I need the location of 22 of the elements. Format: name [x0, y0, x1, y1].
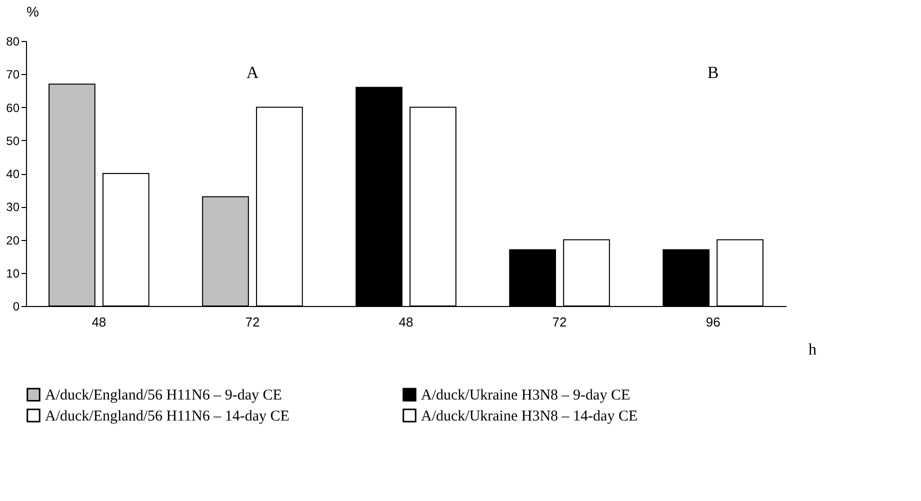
x-axis-title: h	[808, 342, 816, 358]
legend-label: A/duck/Ukraine H3N8 – 9-day CE	[421, 388, 630, 404]
legend-label: A/duck/England/56 H11N6 – 9-day CE	[45, 388, 282, 404]
y-tick-label: 0	[12, 300, 20, 314]
x-tick-label: 96	[706, 314, 720, 330]
x-tick-label: 48	[398, 314, 414, 330]
x-tick-label: 48	[92, 314, 106, 330]
y-tick-label: 20	[6, 233, 20, 248]
y-tick-label: 10	[6, 266, 20, 280]
legend-label: A/duck/Ukraine H3N8 – 14-day CE	[421, 408, 638, 424]
x-tick-label: 72	[245, 314, 260, 330]
y-tick-label: 50	[6, 134, 20, 148]
y-axis-title: %	[26, 4, 39, 20]
x-tick-label: 72	[552, 314, 567, 330]
y-tick-label: 70	[6, 68, 20, 82]
y-tick-label: 80	[6, 34, 20, 48]
y-tick-label: 40	[6, 167, 20, 181]
annotation: B	[707, 62, 719, 82]
legend-label: A/duck/England/56 H11N6 – 14-day CE	[45, 408, 290, 424]
y-tick-label: 30	[6, 200, 20, 214]
y-tick-label: 60	[6, 100, 20, 115]
annotation: A	[246, 62, 260, 82]
